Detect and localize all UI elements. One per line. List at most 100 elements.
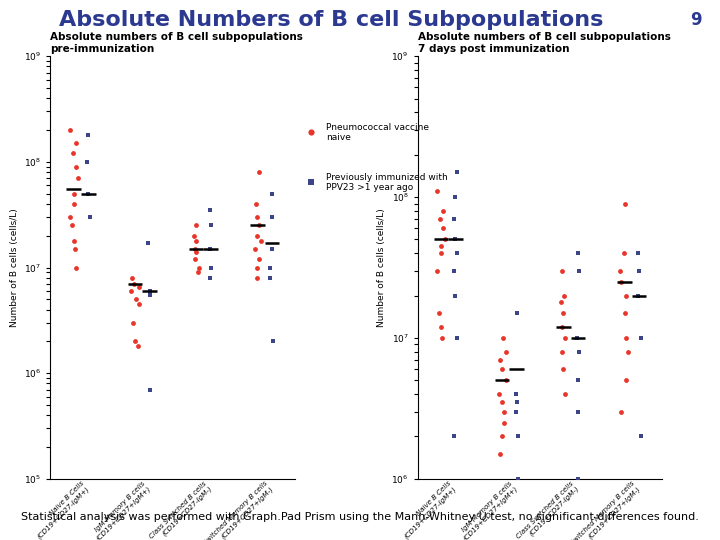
Point	[264, 263, 276, 272]
Point	[498, 407, 510, 416]
Point	[510, 390, 522, 399]
Point	[572, 376, 583, 384]
Point	[190, 236, 202, 245]
Point	[632, 291, 644, 300]
Point	[251, 213, 263, 221]
Point	[130, 295, 141, 303]
Point	[251, 200, 262, 208]
Point	[556, 266, 567, 275]
Point	[437, 224, 449, 233]
Point	[619, 199, 631, 208]
Point	[557, 322, 568, 331]
Point	[204, 245, 216, 253]
Point	[498, 418, 509, 427]
Point	[188, 231, 199, 240]
Point	[451, 334, 463, 342]
Point	[633, 249, 644, 258]
Point	[619, 309, 631, 318]
Point	[634, 266, 645, 275]
Point	[71, 263, 82, 272]
Point	[266, 245, 277, 253]
Point	[266, 213, 278, 221]
Point	[253, 255, 265, 264]
Point	[438, 206, 449, 215]
Point	[635, 334, 647, 342]
Point	[448, 214, 459, 223]
Point	[511, 309, 523, 318]
Point	[435, 249, 446, 258]
Point	[497, 398, 508, 407]
Point	[451, 168, 462, 177]
Point	[500, 376, 511, 384]
Point	[192, 268, 204, 276]
Point	[71, 139, 82, 147]
Point	[68, 236, 79, 245]
Point	[144, 287, 156, 295]
Point	[193, 263, 204, 272]
Point	[573, 347, 585, 356]
Point	[267, 337, 279, 346]
Point	[253, 168, 264, 177]
Point	[204, 273, 216, 282]
Point	[255, 236, 266, 245]
Point	[248, 245, 260, 253]
Point	[125, 287, 137, 295]
Point	[127, 273, 138, 282]
Point	[133, 300, 145, 308]
Point	[614, 266, 626, 275]
Point	[69, 245, 81, 253]
Point	[431, 187, 443, 195]
Point	[132, 342, 144, 350]
Point	[251, 231, 262, 240]
Text: Absolute Numbers of B cell Subpopulations: Absolute Numbers of B cell Subpopulation…	[59, 10, 603, 30]
Y-axis label: Number of B cells (cells/L): Number of B cells (cells/L)	[377, 208, 386, 327]
Y-axis label: Number of B cells (cells/L): Number of B cells (cells/L)	[9, 208, 19, 327]
Point	[64, 126, 76, 134]
Point	[635, 432, 647, 441]
Point	[449, 193, 461, 201]
Point	[205, 221, 217, 230]
Point	[204, 206, 216, 214]
Point	[436, 241, 447, 250]
Point	[84, 213, 96, 221]
Point	[265, 273, 276, 282]
Text: Absolute numbers of B cell subpopulations
pre-immunization: Absolute numbers of B cell subpopulation…	[50, 32, 303, 54]
Point	[556, 298, 567, 306]
Point	[572, 407, 583, 416]
Point	[512, 432, 523, 441]
Point	[72, 174, 84, 183]
Point	[130, 337, 141, 346]
Point	[129, 280, 140, 288]
Point	[615, 407, 626, 416]
Point	[500, 347, 512, 356]
Point	[82, 131, 94, 139]
Point	[618, 249, 629, 258]
Point	[572, 475, 584, 483]
Point	[512, 475, 523, 483]
Point	[82, 190, 94, 198]
Point	[558, 291, 570, 300]
Point	[572, 249, 583, 258]
Point	[615, 278, 626, 286]
Text: Absolute numbers of B cell subpopulations
7 days post immunization: Absolute numbers of B cell subpopulation…	[418, 32, 670, 54]
Text: Statistical analysis was performed with Graph.Pad Prism using the Mann-Whitney U: Statistical analysis was performed with …	[21, 512, 699, 522]
Point	[251, 263, 262, 272]
Point	[433, 309, 445, 318]
Point	[68, 149, 79, 158]
Point	[559, 390, 571, 399]
Point	[435, 214, 446, 223]
Point	[127, 319, 138, 327]
Point	[436, 334, 448, 342]
Point	[132, 283, 144, 292]
Point	[143, 239, 154, 247]
Text: Pneumococcal vaccine
naive: Pneumococcal vaccine naive	[326, 123, 429, 142]
Point	[494, 355, 505, 364]
Point	[145, 291, 156, 299]
Point	[449, 266, 460, 275]
Point	[451, 249, 463, 258]
Point	[496, 432, 508, 441]
Point	[497, 365, 508, 374]
Text: 9: 9	[690, 11, 702, 29]
Point	[81, 158, 92, 166]
Point	[190, 248, 202, 256]
